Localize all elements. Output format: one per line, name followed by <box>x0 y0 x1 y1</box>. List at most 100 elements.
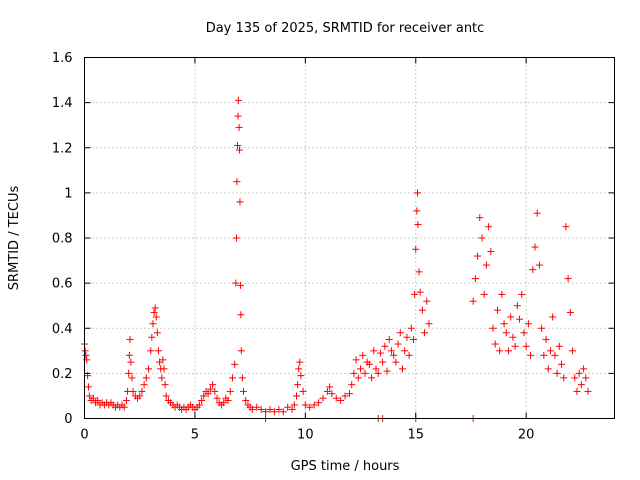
data-point <box>482 261 490 269</box>
data-point <box>423 297 431 305</box>
data-points <box>81 96 592 422</box>
data-point <box>474 252 482 260</box>
data-point <box>533 209 541 217</box>
x-tick-label: 15 <box>407 428 424 443</box>
data-point <box>564 275 572 283</box>
data-point <box>405 351 413 359</box>
data-point <box>401 347 409 355</box>
data-point <box>234 141 242 149</box>
data-point <box>577 381 585 389</box>
data-point <box>238 374 246 382</box>
x-tick-label: 5 <box>191 428 199 443</box>
data-point <box>516 315 524 323</box>
data-point <box>158 374 166 382</box>
data-point <box>306 403 314 411</box>
data-point <box>493 306 501 314</box>
data-point <box>425 320 433 328</box>
data-point <box>122 396 130 404</box>
data-point <box>159 356 167 364</box>
data-point <box>575 369 583 377</box>
data-point <box>145 365 153 373</box>
data-point <box>211 387 219 395</box>
data-point <box>332 394 340 402</box>
data-point <box>200 392 208 400</box>
data-point <box>81 347 89 355</box>
data-point <box>296 358 304 366</box>
data-point <box>392 358 400 366</box>
data-point <box>571 374 579 382</box>
data-point <box>566 308 574 316</box>
data-point <box>326 383 334 391</box>
y-tick-label: 1.4 <box>52 96 73 111</box>
data-point <box>524 320 532 328</box>
data-point <box>240 387 247 395</box>
data-point <box>562 223 570 231</box>
data-point <box>549 313 557 321</box>
data-point <box>480 290 488 298</box>
data-point <box>387 347 395 355</box>
data-point <box>82 351 90 359</box>
data-point <box>505 347 512 355</box>
data-point <box>573 387 581 395</box>
y-axis-label: SRMTID / TECUs <box>7 186 22 291</box>
data-point <box>226 387 234 395</box>
data-point <box>253 403 261 411</box>
data-point <box>328 390 336 398</box>
data-point <box>580 365 588 373</box>
data-point <box>151 304 159 312</box>
data-point <box>399 365 406 373</box>
data-point <box>469 297 477 305</box>
data-point <box>257 405 265 413</box>
chart-title: Day 135 of 2025, SRMTID for receiver ant… <box>206 21 485 36</box>
data-point <box>150 308 158 316</box>
x-tick-label: 0 <box>80 428 88 443</box>
data-point <box>584 387 592 395</box>
data-point <box>413 207 421 215</box>
data-point <box>213 394 221 402</box>
data-point <box>126 336 134 344</box>
data-point <box>231 360 239 368</box>
y-tick-label: 1.2 <box>52 141 73 156</box>
data-point <box>527 351 535 359</box>
data-point <box>94 396 102 404</box>
data-point <box>138 387 146 395</box>
data-point <box>147 347 155 355</box>
data-point <box>513 302 521 310</box>
data-point <box>368 374 376 382</box>
data-point <box>354 374 362 382</box>
data-point <box>233 178 241 186</box>
data-point <box>383 367 391 375</box>
data-point <box>125 351 133 359</box>
data-point <box>403 333 411 341</box>
data-point <box>535 261 543 269</box>
data-point <box>136 392 144 400</box>
x-tick-label: 20 <box>518 428 535 443</box>
data-point <box>352 356 360 364</box>
data-point <box>294 381 302 389</box>
data-point <box>319 394 327 402</box>
data-point <box>198 396 206 404</box>
data-point <box>538 324 546 332</box>
data-point <box>295 365 303 373</box>
data-point <box>489 324 497 332</box>
data-point <box>142 374 150 382</box>
data-point <box>509 333 517 341</box>
data-point <box>414 189 422 197</box>
data-point <box>500 320 508 328</box>
data-point <box>310 401 318 409</box>
data-point <box>359 351 367 359</box>
data-point <box>232 234 240 242</box>
data-point <box>236 281 244 289</box>
data-point <box>407 324 415 332</box>
y-tick-label: 1.6 <box>52 51 73 66</box>
data-point <box>209 381 217 389</box>
data-point <box>89 394 97 402</box>
data-point <box>293 392 300 400</box>
data-point <box>529 266 537 274</box>
data-point <box>412 245 420 253</box>
data-point <box>129 387 137 395</box>
data-point <box>266 405 274 413</box>
data-point <box>372 365 380 373</box>
data-point <box>270 408 278 416</box>
